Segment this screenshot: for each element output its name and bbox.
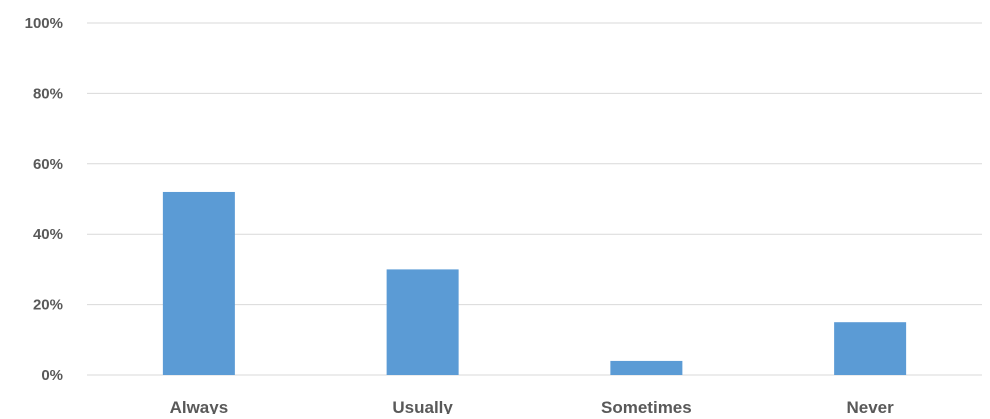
gridlines: [87, 22, 982, 376]
y-tick-label: 0%: [41, 367, 63, 384]
x-category-label: Usually: [392, 398, 453, 414]
x-category-label: Always: [170, 398, 229, 414]
y-tick-label: 40%: [33, 226, 63, 243]
y-tick-label: 80%: [33, 85, 63, 102]
bars: [162, 191, 907, 375]
bar-usually: [386, 269, 459, 375]
x-axis-category-labels: Always Usually Sometimes Never: [170, 398, 895, 417]
bar-always: [162, 191, 235, 375]
x-category-label: Never: [846, 398, 894, 414]
y-tick-label: 100%: [25, 15, 63, 32]
bar-never: [834, 322, 907, 375]
bar-sometimes: [610, 360, 683, 375]
y-tick-label: 20%: [33, 297, 63, 314]
y-axis-tick-labels: 0% 20% 40% 60% 80% 100%: [25, 15, 63, 384]
x-category-label: Sometimes: [601, 398, 692, 414]
y-tick-label: 60%: [33, 156, 63, 173]
